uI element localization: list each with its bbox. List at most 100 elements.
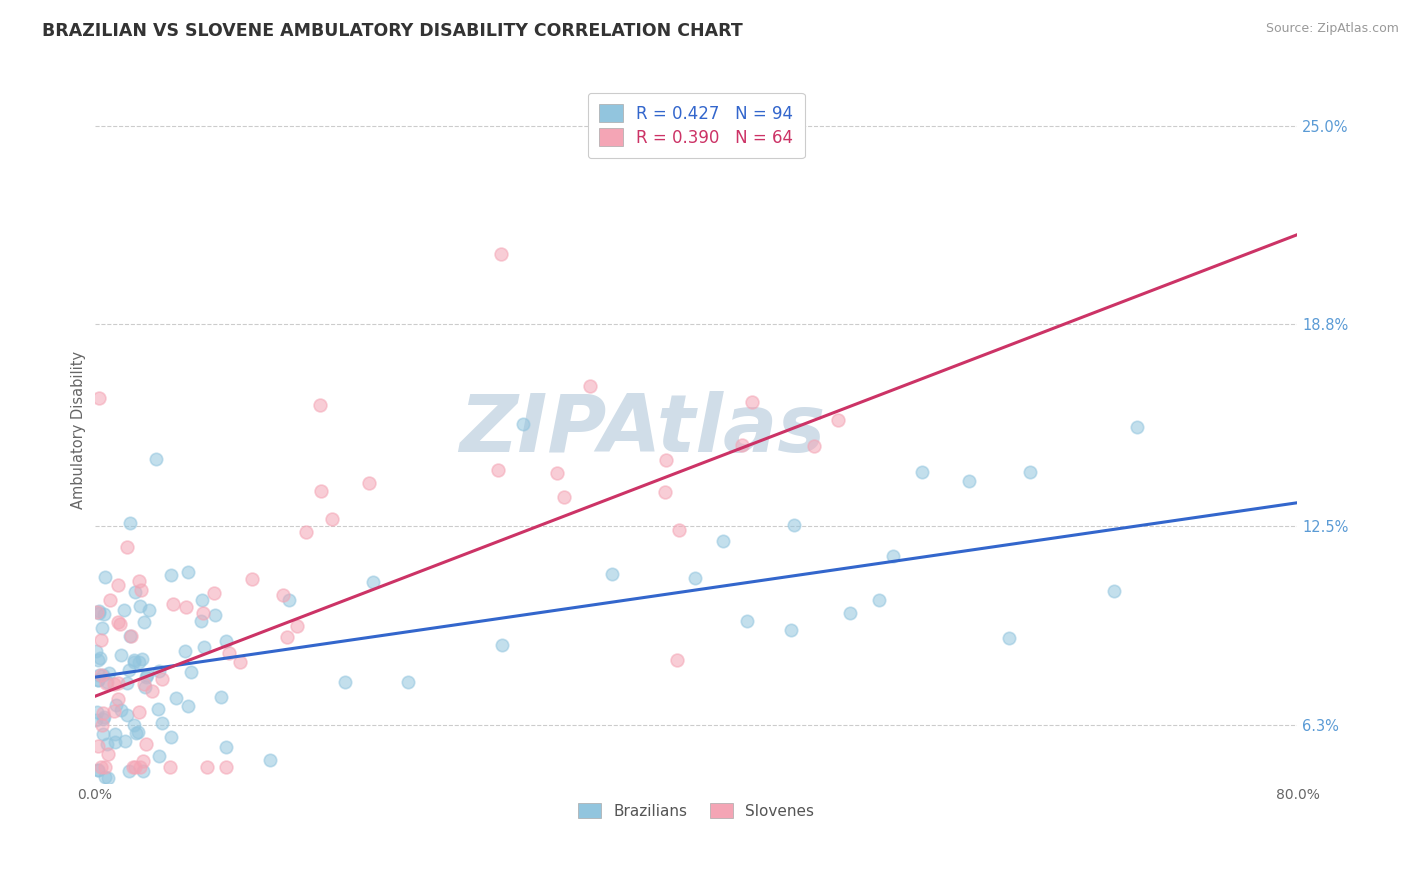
Point (735, 614, 758, 628)
Point (120, 516, 142, 530)
Point (127, 725, 149, 739)
Point (780, 623, 803, 637)
Point (957, 474, 980, 488)
Point (86, 605, 108, 619)
Point (176, 565, 198, 579)
Point (94, 770, 117, 784)
Point (1019, 465, 1042, 479)
Point (91, 621, 114, 635)
Point (87, 604, 110, 618)
Point (115, 540, 138, 554)
Point (94, 676, 117, 690)
Point (668, 523, 690, 537)
Point (174, 600, 197, 615)
Point (361, 574, 384, 589)
Point (193, 640, 215, 654)
Point (911, 465, 934, 479)
Point (141, 684, 163, 698)
Point (827, 413, 849, 427)
Point (104, 727, 127, 741)
Point (138, 603, 160, 617)
Point (741, 394, 763, 409)
Point (165, 690, 187, 705)
Point (215, 760, 238, 774)
Point (103, 704, 125, 718)
Point (215, 634, 238, 648)
Point (215, 739, 238, 754)
Point (177, 698, 200, 713)
Point (94, 570, 117, 584)
Point (654, 484, 676, 499)
Point (128, 760, 150, 774)
Point (135, 737, 157, 751)
Point (103, 676, 125, 690)
Point (882, 549, 904, 563)
Point (97, 771, 120, 785)
Point (114, 734, 136, 748)
Point (122, 718, 145, 732)
Point (131, 652, 153, 666)
Point (107, 676, 129, 690)
Point (93, 607, 115, 621)
Point (87, 763, 110, 777)
Point (120, 629, 142, 643)
Point (87, 391, 110, 405)
Point (579, 379, 602, 393)
Point (131, 754, 153, 768)
Point (209, 690, 232, 704)
Point (104, 698, 127, 713)
Point (190, 593, 212, 607)
Point (89, 651, 111, 665)
Point (87, 673, 110, 687)
Legend: Brazilians, Slovenes: Brazilians, Slovenes (572, 797, 820, 825)
Point (90, 668, 112, 682)
Point (803, 439, 825, 453)
Point (128, 655, 150, 669)
Point (271, 588, 294, 602)
Point (148, 748, 170, 763)
Point (129, 599, 152, 614)
Point (132, 677, 155, 691)
Point (783, 518, 806, 533)
Point (868, 593, 890, 607)
Point (160, 568, 183, 582)
Point (97, 747, 120, 761)
Point (202, 586, 225, 600)
Point (124, 584, 146, 599)
Point (150, 673, 173, 687)
Point (333, 674, 356, 689)
Point (108, 617, 131, 632)
Point (90, 760, 112, 774)
Point (87, 763, 110, 777)
Point (86, 706, 108, 720)
Point (159, 760, 181, 774)
Y-axis label: Ambulatory Disability: Ambulatory Disability (72, 351, 86, 509)
Point (240, 573, 263, 587)
Text: BRAZILIAN VS SLOVENE AMBULATORY DISABILITY CORRELATION CHART: BRAZILIAN VS SLOVENE AMBULATORY DISABILI… (42, 22, 742, 40)
Point (134, 681, 156, 695)
Point (118, 629, 141, 643)
Point (600, 566, 623, 581)
Point (87, 739, 110, 753)
Point (93, 710, 115, 724)
Point (87, 668, 110, 682)
Point (103, 734, 125, 748)
Point (512, 417, 534, 431)
Point (87, 606, 110, 620)
Point (110, 648, 132, 663)
Point (839, 606, 862, 620)
Point (129, 583, 152, 598)
Point (180, 665, 202, 679)
Point (124, 760, 146, 774)
Point (91, 706, 114, 720)
Point (553, 490, 575, 504)
Point (259, 753, 281, 767)
Point (91, 718, 114, 732)
Point (731, 438, 754, 452)
Point (145, 452, 167, 467)
Point (491, 638, 513, 652)
Point (173, 643, 195, 657)
Point (998, 632, 1021, 646)
Point (91, 712, 114, 726)
Point (546, 467, 568, 481)
